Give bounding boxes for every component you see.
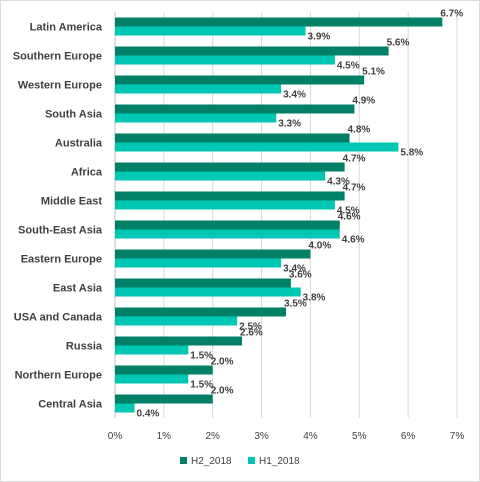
category-label: Western Europe (18, 80, 102, 92)
category-label: Southern Europe (13, 51, 102, 63)
data-label: 4.0% (308, 241, 331, 252)
bar-h2_2018 (115, 278, 291, 288)
x-tick-label: 1% (157, 431, 172, 442)
data-label: 3.6% (289, 270, 312, 281)
bar-h1_2018 (115, 403, 135, 413)
x-tick-label: 2% (205, 431, 220, 442)
x-tick-label: 4% (303, 431, 318, 442)
bar-h1_2018 (115, 229, 340, 239)
data-label: 4.3% (327, 177, 350, 188)
data-label: 4.7% (343, 154, 366, 165)
legend-swatch-h2 (180, 457, 187, 464)
category-label: Middle East (41, 196, 102, 208)
data-label: 3.9% (308, 32, 331, 43)
data-label: 4.9% (352, 96, 375, 107)
bar-h2_2018 (115, 75, 365, 85)
bar-h2_2018 (115, 249, 311, 259)
gridlines (114, 12, 458, 418)
data-label: 6.7% (440, 9, 463, 20)
bar-h2_2018 (115, 365, 213, 375)
bar-h1_2018 (115, 374, 189, 384)
data-label: 3.4% (283, 264, 306, 275)
legend-swatch-h1 (248, 457, 255, 464)
bar-h2_2018 (115, 336, 243, 346)
category-label: Northern Europe (15, 370, 102, 382)
data-label: 3.3% (278, 119, 301, 130)
category-label: Russia (66, 341, 103, 353)
bar-h2_2018 (115, 162, 345, 172)
bar-h1_2018 (115, 55, 335, 65)
bar-h2_2018 (115, 104, 355, 114)
category-label: South Asia (45, 109, 103, 121)
category-label: East Asia (53, 283, 103, 295)
bar-h1_2018 (115, 200, 335, 210)
data-label: 4.5% (337, 206, 360, 217)
category-label: USA and Canada (14, 312, 103, 324)
data-label: 1.5% (190, 351, 213, 362)
data-label: 5.6% (387, 38, 410, 49)
data-label: 1.5% (190, 380, 213, 391)
data-label: 0.4% (137, 409, 160, 420)
category-label: Australia (55, 138, 103, 150)
data-label: 2.0% (211, 386, 234, 397)
x-tick-label: 3% (254, 431, 269, 442)
bar-h2_2018 (115, 191, 345, 201)
data-label: 2.0% (211, 357, 234, 368)
x-tick-label: 6% (401, 431, 416, 442)
bar-h1_2018 (115, 316, 238, 326)
bar-h1_2018 (115, 345, 189, 355)
data-label: 5.8% (400, 148, 423, 159)
data-label: 5.1% (362, 67, 385, 78)
bar-h1_2018 (115, 258, 282, 268)
bar-h2_2018 (115, 46, 389, 56)
x-tick-label: 0% (108, 431, 123, 442)
bar-h2_2018 (115, 394, 213, 404)
bar-h1_2018 (115, 287, 301, 297)
bar-h2_2018 (115, 17, 443, 27)
category-label: Central Asia (38, 399, 103, 411)
x-tick-label: 5% (352, 431, 367, 442)
data-label: 2.6% (240, 328, 263, 339)
bar-h1_2018 (115, 84, 282, 94)
bar-h2_2018 (115, 307, 286, 317)
bar-h1_2018 (115, 113, 277, 123)
data-label: 3.4% (283, 90, 306, 101)
bar-h1_2018 (115, 26, 306, 36)
data-label: 4.8% (348, 125, 371, 136)
legend-label-h1: H1_2018 (259, 456, 300, 467)
data-labels: 6.7%3.9%5.6%4.5%5.1%3.4%4.9%3.3%4.8%5.8%… (137, 9, 464, 420)
bar-h2_2018 (115, 220, 340, 230)
bar-h1_2018 (115, 171, 326, 181)
category-label: Africa (71, 167, 103, 179)
x-tick-labels: 0% 1% 2% 3% 4% 5% 6% 7% (108, 431, 465, 442)
data-label: 4.7% (343, 183, 366, 194)
category-label: South-East Asia (18, 225, 103, 237)
data-label: 4.5% (337, 61, 360, 72)
category-label: Latin America (30, 22, 103, 34)
data-label: 4.6% (342, 235, 365, 246)
bar-h1_2018 (115, 142, 399, 152)
data-label: 2.5% (239, 322, 262, 333)
data-label: 3.5% (284, 299, 307, 310)
x-tick-label: 7% (450, 431, 465, 442)
bars (115, 17, 443, 413)
data-label: 3.8% (303, 293, 326, 304)
category-labels: Latin America Southern Europe Western Euro… (13, 22, 103, 411)
legend: H2_2018 H1_2018 (180, 456, 300, 467)
bar-h2_2018 (115, 133, 350, 143)
data-label: 4.6% (338, 212, 361, 223)
legend-label-h2: H2_2018 (191, 456, 232, 467)
category-label: Eastern Europe (21, 254, 102, 266)
